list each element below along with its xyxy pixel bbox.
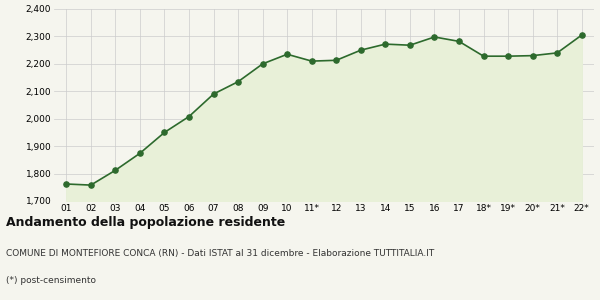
Point: [380, 42, 390, 46]
Point: [61, 182, 71, 186]
Point: [160, 130, 169, 135]
Point: [86, 183, 95, 188]
Point: [110, 168, 120, 173]
Point: [283, 52, 292, 57]
Point: [528, 53, 538, 58]
Point: [356, 48, 365, 52]
Point: [503, 54, 513, 58]
Text: (*) post-censimento: (*) post-censimento: [6, 276, 96, 285]
Point: [577, 33, 587, 38]
Point: [184, 114, 194, 119]
Point: [331, 58, 341, 63]
Point: [430, 34, 439, 39]
Point: [209, 92, 218, 96]
Point: [405, 43, 415, 48]
Point: [454, 39, 464, 44]
Point: [258, 61, 268, 66]
Text: Andamento della popolazione residente: Andamento della popolazione residente: [6, 216, 285, 229]
Text: COMUNE DI MONTEFIORE CONCA (RN) - Dati ISTAT al 31 dicembre - Elaborazione TUTTI: COMUNE DI MONTEFIORE CONCA (RN) - Dati I…: [6, 249, 434, 258]
Point: [307, 59, 317, 64]
Point: [233, 79, 243, 84]
Point: [135, 151, 145, 156]
Point: [479, 54, 488, 58]
Point: [553, 50, 562, 55]
